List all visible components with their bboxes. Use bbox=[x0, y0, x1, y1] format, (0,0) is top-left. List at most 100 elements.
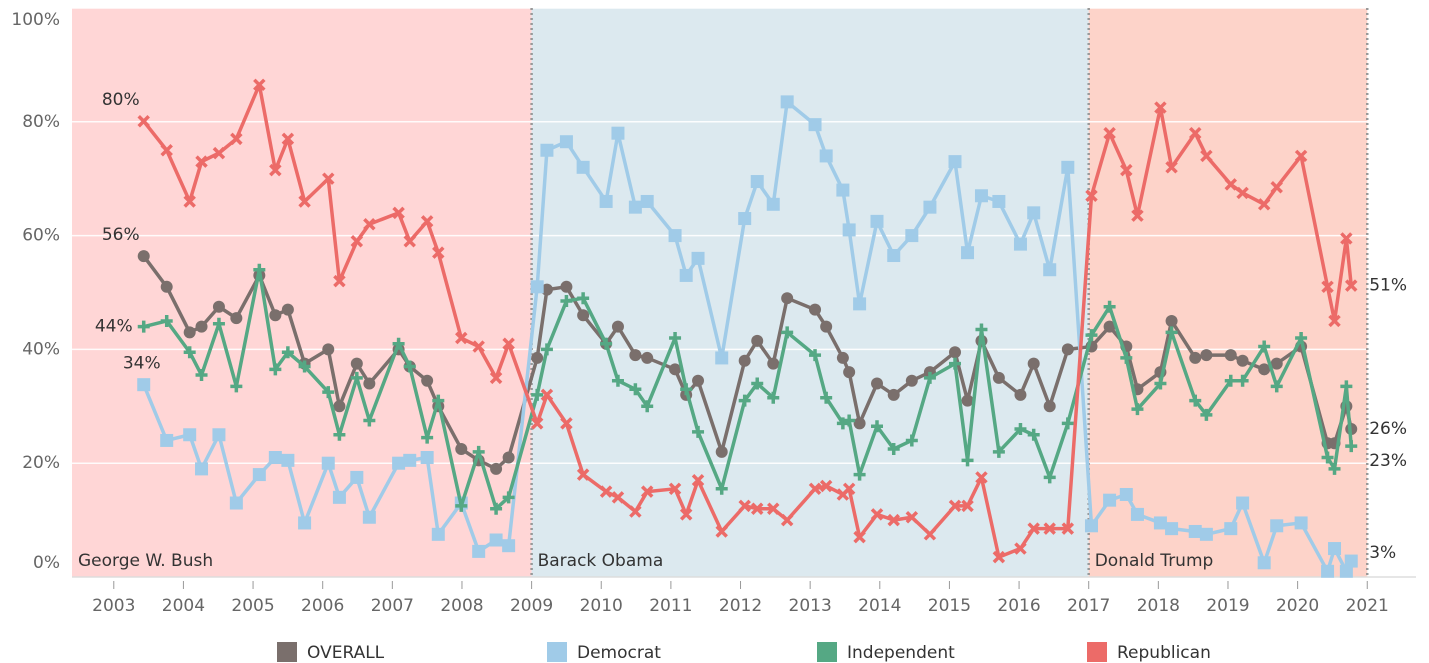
point bbox=[836, 417, 849, 430]
point bbox=[281, 453, 295, 467]
point bbox=[1027, 206, 1041, 220]
point bbox=[1103, 300, 1116, 313]
point bbox=[1043, 522, 1056, 535]
point bbox=[611, 126, 625, 140]
point bbox=[252, 468, 266, 482]
point bbox=[502, 337, 515, 350]
point bbox=[540, 143, 554, 157]
region-label: George W. Bush bbox=[78, 551, 213, 571]
point bbox=[923, 200, 937, 214]
data-label: 23% bbox=[1369, 451, 1407, 471]
point bbox=[137, 114, 150, 128]
point bbox=[420, 451, 434, 465]
point bbox=[751, 377, 764, 390]
legend-label: Democrat bbox=[577, 643, 661, 663]
point bbox=[819, 149, 833, 163]
legend-label: Independent bbox=[847, 643, 955, 663]
point bbox=[1027, 522, 1040, 535]
point bbox=[691, 251, 705, 265]
point bbox=[160, 433, 174, 447]
point bbox=[322, 172, 335, 185]
point bbox=[1153, 516, 1167, 530]
x-tick-label: 2005 bbox=[231, 596, 274, 616]
point bbox=[576, 160, 590, 174]
point bbox=[230, 380, 243, 393]
point bbox=[253, 78, 266, 92]
point bbox=[870, 508, 884, 521]
point bbox=[1014, 388, 1027, 401]
point bbox=[1165, 522, 1179, 536]
point bbox=[766, 197, 780, 211]
point bbox=[183, 195, 196, 208]
point bbox=[961, 394, 974, 407]
point bbox=[948, 155, 962, 169]
point bbox=[269, 163, 282, 177]
point bbox=[489, 371, 503, 385]
series bbox=[137, 78, 1358, 564]
point bbox=[1270, 357, 1283, 370]
point bbox=[363, 377, 376, 390]
point bbox=[421, 374, 434, 387]
point bbox=[490, 462, 503, 475]
point bbox=[230, 312, 243, 325]
point bbox=[692, 425, 705, 438]
point bbox=[738, 212, 752, 226]
point bbox=[531, 388, 544, 401]
point bbox=[975, 471, 988, 484]
point bbox=[1345, 440, 1358, 453]
point bbox=[843, 414, 856, 427]
point bbox=[560, 295, 573, 308]
point bbox=[809, 303, 822, 316]
point bbox=[212, 317, 225, 330]
point bbox=[767, 357, 780, 370]
point bbox=[540, 343, 553, 356]
point bbox=[1236, 374, 1249, 387]
point bbox=[887, 249, 901, 263]
point bbox=[1270, 380, 1283, 393]
point bbox=[455, 442, 468, 455]
point bbox=[1344, 554, 1358, 568]
point bbox=[961, 454, 974, 467]
point bbox=[432, 246, 445, 259]
point bbox=[691, 474, 705, 487]
point bbox=[820, 391, 833, 404]
point bbox=[1085, 189, 1098, 203]
point bbox=[212, 300, 225, 313]
point bbox=[472, 445, 485, 458]
point bbox=[1188, 524, 1202, 538]
point bbox=[668, 482, 682, 496]
point bbox=[333, 428, 346, 441]
point bbox=[1328, 314, 1341, 328]
point bbox=[1085, 329, 1098, 342]
point bbox=[183, 346, 196, 359]
point bbox=[923, 371, 936, 384]
x-tick-label: 2021 bbox=[1346, 596, 1389, 616]
point bbox=[819, 479, 833, 493]
point bbox=[1120, 163, 1133, 177]
point bbox=[820, 320, 833, 333]
point bbox=[1270, 180, 1283, 194]
point bbox=[1224, 522, 1238, 536]
point bbox=[1257, 556, 1271, 570]
point bbox=[738, 354, 751, 367]
point bbox=[1345, 279, 1358, 292]
point bbox=[160, 280, 173, 293]
point bbox=[253, 263, 266, 276]
point bbox=[680, 383, 693, 396]
point bbox=[1340, 232, 1353, 245]
point bbox=[600, 337, 613, 350]
point bbox=[1236, 354, 1249, 367]
region bbox=[72, 8, 532, 577]
x-tick-label: 2006 bbox=[301, 596, 344, 616]
point bbox=[1014, 423, 1027, 436]
point bbox=[767, 502, 780, 515]
point bbox=[679, 508, 693, 521]
legend-swatch bbox=[817, 642, 837, 662]
point bbox=[1013, 237, 1027, 251]
point bbox=[1294, 149, 1308, 163]
point bbox=[808, 118, 822, 132]
point bbox=[577, 292, 590, 305]
point bbox=[992, 550, 1006, 564]
point bbox=[160, 314, 173, 327]
region-label: Barack Obama bbox=[538, 551, 664, 571]
